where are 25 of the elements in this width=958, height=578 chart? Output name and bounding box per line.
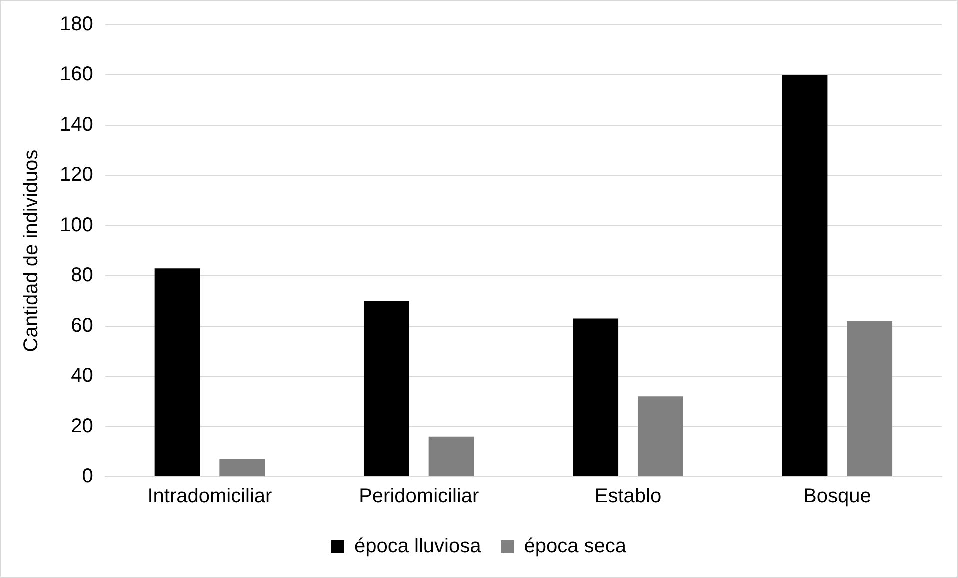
bar <box>220 459 266 476</box>
bar <box>573 318 619 476</box>
y-tick-label: 120 <box>60 164 94 186</box>
y-axis-title: Cantidad de individuos <box>20 150 43 352</box>
y-tick-label: 60 <box>71 314 94 337</box>
y-tick-label: 100 <box>60 214 94 236</box>
bar <box>847 321 893 476</box>
y-tick-label: 20 <box>71 415 94 438</box>
bar <box>154 268 200 476</box>
x-tick-label: Bosque <box>804 486 872 508</box>
x-tick-label: Establo <box>594 486 662 508</box>
legend-label: época seca <box>524 536 628 558</box>
x-tick-label: Intradomiciliar <box>148 486 273 508</box>
bar <box>428 436 474 476</box>
y-tick-label: 140 <box>60 114 94 136</box>
bar <box>782 75 828 476</box>
y-tick-label: 80 <box>71 264 94 287</box>
bar <box>638 396 684 476</box>
y-tick-label: 180 <box>60 14 94 36</box>
y-tick-label: 160 <box>60 64 94 86</box>
y-tick-label: 0 <box>82 466 94 488</box>
x-tick-label: Peridomiciliar <box>359 486 480 508</box>
legend-label: época lluviosa <box>354 536 482 558</box>
y-tick-label: 40 <box>71 365 94 388</box>
bar <box>364 301 410 476</box>
